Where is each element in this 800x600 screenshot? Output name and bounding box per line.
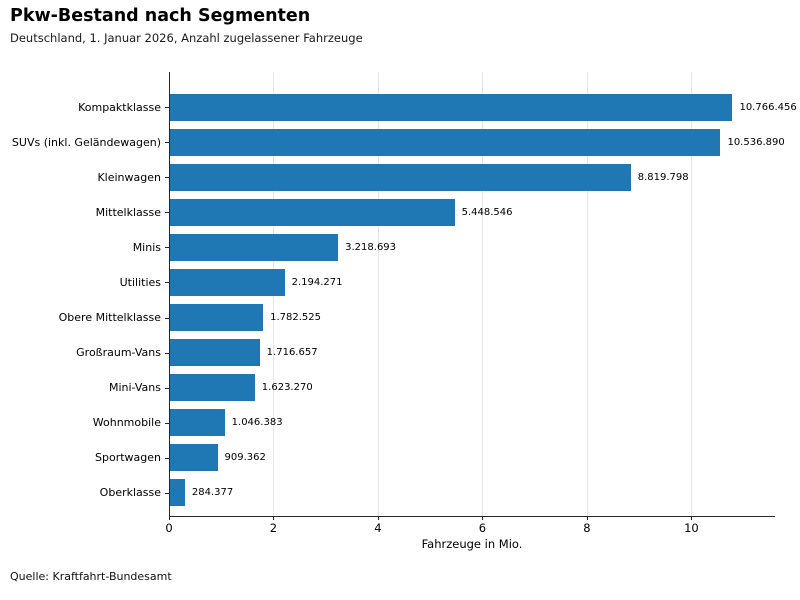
value-label: 8.819.798 xyxy=(637,171,689,183)
value-label: 284.377 xyxy=(191,487,234,499)
value-label: 1.046.383 xyxy=(231,417,283,429)
plot-area xyxy=(169,72,775,517)
chart-title: Pkw-Bestand nach Segmenten xyxy=(10,6,311,26)
x-tick-label: 6 xyxy=(478,521,487,535)
x-tick-mark xyxy=(273,516,275,520)
value-label: 909.362 xyxy=(224,452,266,464)
value-label: 2.194.271 xyxy=(291,276,343,288)
x-tick-label: 2 xyxy=(269,521,278,535)
category-label: Sportwagen xyxy=(95,451,161,465)
value-label: 10.766.456 xyxy=(739,101,797,113)
category-label: Mini-Vans xyxy=(108,381,161,395)
category-label: Großraum-Vans xyxy=(76,346,161,360)
x-tick-mark xyxy=(377,516,379,520)
x-tick-mark xyxy=(586,516,588,520)
category-label: Wohnmobile xyxy=(92,416,161,430)
x-tick-label: 4 xyxy=(374,521,382,535)
x-tick-label: 0 xyxy=(165,521,173,535)
x-tick-mark xyxy=(169,516,170,520)
x-tick-mark xyxy=(691,516,693,520)
category-label: Oberklasse xyxy=(99,486,161,500)
bar xyxy=(170,268,285,296)
value-label: 3.218.693 xyxy=(345,241,397,253)
value-label: 1.782.525 xyxy=(270,312,322,324)
value-label: 1.623.270 xyxy=(261,382,313,394)
y-tick-mark xyxy=(165,422,169,424)
bar xyxy=(170,198,455,226)
y-tick-mark xyxy=(165,282,169,284)
bar xyxy=(170,128,721,156)
x-tick-label: 8 xyxy=(583,521,591,535)
category-label: Utilities xyxy=(119,275,161,289)
value-label: 1.716.657 xyxy=(266,347,318,359)
gridline xyxy=(691,72,693,516)
bar xyxy=(170,409,225,437)
gridline xyxy=(482,72,484,516)
bar xyxy=(170,479,185,507)
bar xyxy=(170,374,255,402)
category-label: Mittelklasse xyxy=(95,205,161,219)
x-axis-title: Fahrzeuge in Mio. xyxy=(421,537,523,551)
y-tick-mark xyxy=(165,212,169,214)
category-label: Obere Mittelklasse xyxy=(58,311,161,325)
bar xyxy=(170,444,218,472)
y-tick-mark xyxy=(165,177,169,179)
x-tick-label: 10 xyxy=(684,521,699,535)
value-label: 10.536.890 xyxy=(727,136,785,148)
bar xyxy=(170,304,264,332)
bar xyxy=(170,163,631,191)
x-axis-spine xyxy=(169,516,775,517)
y-tick-mark xyxy=(165,247,169,249)
category-label: SUVs (inkl. Geländewagen) xyxy=(11,135,161,149)
y-tick-mark xyxy=(165,317,169,319)
y-tick-mark xyxy=(165,107,169,108)
y-tick-mark xyxy=(165,457,169,459)
y-tick-mark xyxy=(165,142,169,144)
gridline xyxy=(586,72,588,516)
y-tick-mark xyxy=(165,352,169,354)
y-tick-mark xyxy=(165,387,169,389)
bar xyxy=(170,339,260,367)
category-label: Minis xyxy=(132,240,161,254)
value-label: 5.448.546 xyxy=(461,206,513,218)
bar xyxy=(170,233,339,261)
category-label: Kompaktklasse xyxy=(78,100,161,114)
y-axis-spine xyxy=(169,72,170,516)
gridline xyxy=(377,72,379,516)
source-note: Quelle: Kraftfahrt-Bundesamt xyxy=(10,570,172,583)
x-tick-mark xyxy=(482,516,484,520)
chart-subtitle: Deutschland, 1. Januar 2026, Anzahl zuge… xyxy=(10,31,363,45)
bar xyxy=(170,93,733,121)
y-tick-mark xyxy=(165,492,169,494)
category-label: Kleinwagen xyxy=(97,170,161,184)
